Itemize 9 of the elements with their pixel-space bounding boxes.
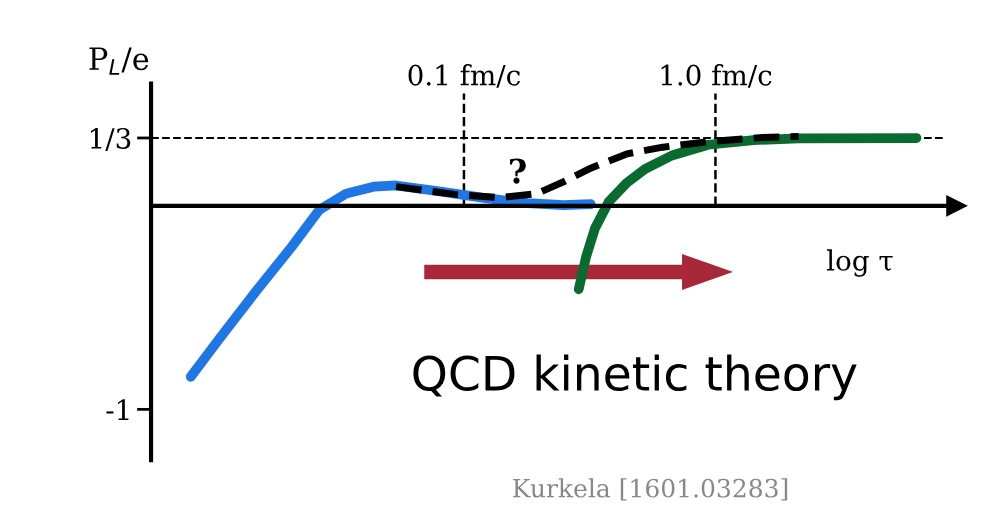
x-axis-title: log τ [826, 249, 893, 277]
text: Kurkela [1601.03283] [513, 478, 788, 501]
annotation: QCD kinetic theory [413, 354, 857, 401]
y-axis-title: P$_{L}$/e [89, 47, 149, 75]
ref-line-label: 1.0 fm/c [661, 64, 772, 88]
y-tick-label: 1/3 [90, 127, 131, 152]
annotation: ? [510, 158, 526, 184]
y-tick-label: -1 [106, 399, 129, 420]
ref-line-label: 0.1 fm/c [408, 64, 520, 88]
